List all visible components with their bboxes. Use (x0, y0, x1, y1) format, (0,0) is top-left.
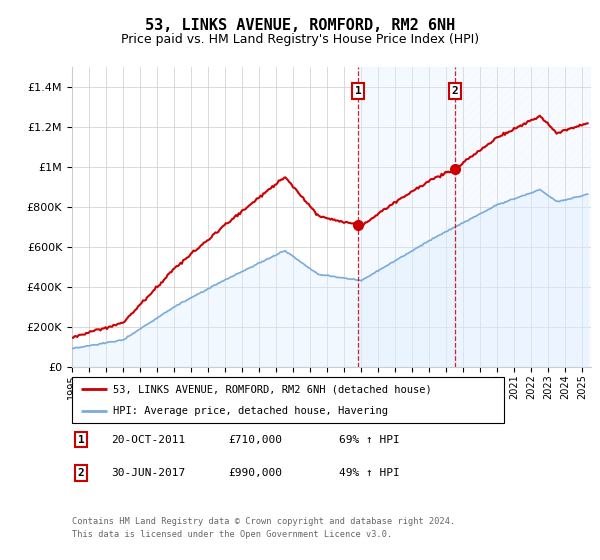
Text: 30-JUN-2017: 30-JUN-2017 (111, 468, 185, 478)
Text: 2: 2 (77, 468, 85, 478)
Text: 2: 2 (451, 86, 458, 96)
Text: HPI: Average price, detached house, Havering: HPI: Average price, detached house, Have… (113, 407, 388, 416)
FancyBboxPatch shape (72, 377, 504, 423)
Text: Price paid vs. HM Land Registry's House Price Index (HPI): Price paid vs. HM Land Registry's House … (121, 32, 479, 46)
Text: 69% ↑ HPI: 69% ↑ HPI (339, 435, 400, 445)
Text: Contains HM Land Registry data © Crown copyright and database right 2024.: Contains HM Land Registry data © Crown c… (72, 517, 455, 526)
Bar (358, 67, 455, 367)
Text: 20-OCT-2011: 20-OCT-2011 (111, 435, 185, 445)
Text: 1: 1 (355, 86, 361, 96)
Bar (455, 67, 591, 367)
Text: £990,000: £990,000 (228, 468, 282, 478)
Text: This data is licensed under the Open Government Licence v3.0.: This data is licensed under the Open Gov… (72, 530, 392, 539)
Text: 53, LINKS AVENUE, ROMFORD, RM2 6NH: 53, LINKS AVENUE, ROMFORD, RM2 6NH (145, 18, 455, 32)
Text: 49% ↑ HPI: 49% ↑ HPI (339, 468, 400, 478)
Text: £710,000: £710,000 (228, 435, 282, 445)
Bar (455, 67, 591, 367)
Text: 1: 1 (77, 435, 85, 445)
Text: 53, LINKS AVENUE, ROMFORD, RM2 6NH (detached house): 53, LINKS AVENUE, ROMFORD, RM2 6NH (deta… (113, 384, 432, 394)
